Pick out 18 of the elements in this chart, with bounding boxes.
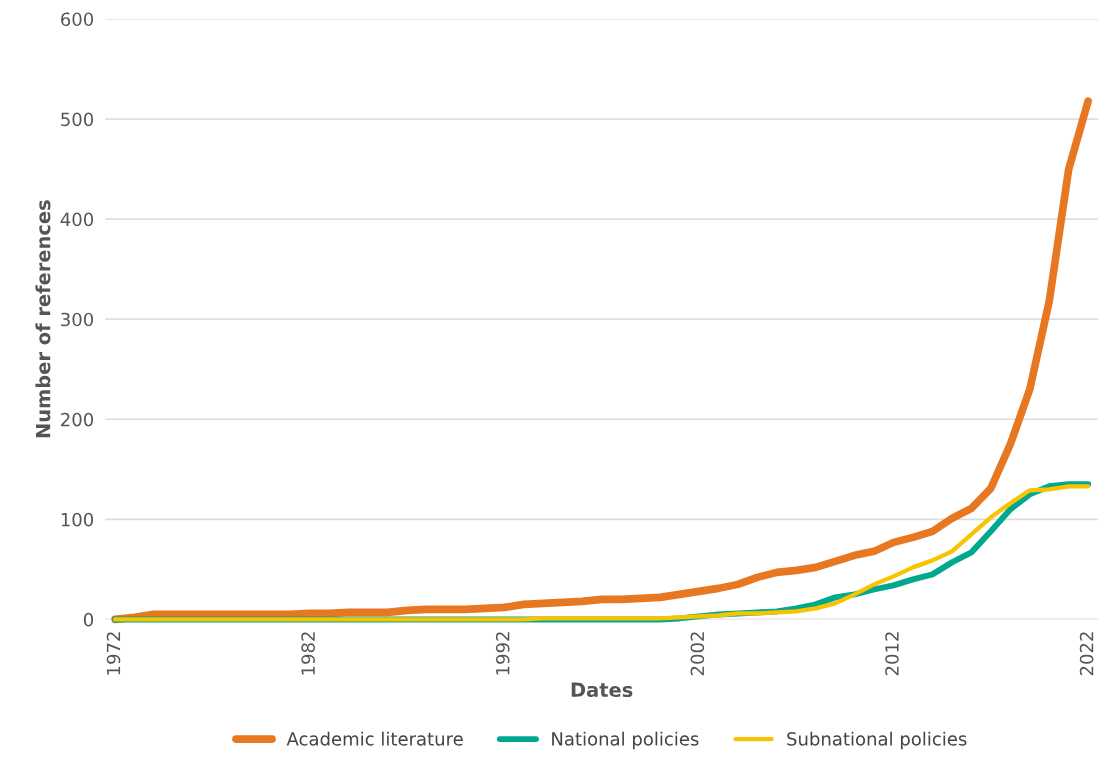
- y-tick-label: 300: [61, 312, 94, 327]
- x-tick-label: 1992: [495, 632, 510, 675]
- x-tick-label: 1982: [301, 632, 315, 675]
- legend-label: Academic literature: [286, 731, 463, 746]
- y-tick-label: 0: [83, 612, 94, 627]
- y-tick-label: 400: [60, 212, 94, 227]
- legend-label: Subnational policies: [787, 731, 967, 750]
- y-tick-label: 200: [61, 412, 94, 427]
- x-tick-label: 2002: [690, 632, 705, 676]
- x-axis-title: Dates: [571, 682, 633, 698]
- x-tick-label: 1972: [106, 632, 121, 675]
- x-tick-label: 2012: [885, 632, 899, 676]
- y-tick-label: 600: [61, 12, 94, 27]
- y-tick-label: 500: [61, 112, 94, 127]
- y-axis-title: Number of references: [35, 200, 51, 438]
- y-tick-label: 100: [61, 512, 94, 527]
- x-tick-label: 2022: [1079, 632, 1094, 676]
- legend-label: National policies: [552, 731, 699, 750]
